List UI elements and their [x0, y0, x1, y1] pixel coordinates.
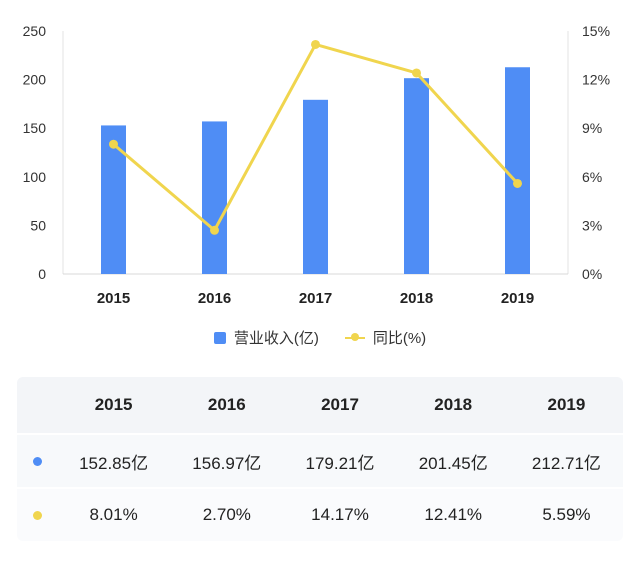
table-header-cell: 2015	[94, 395, 133, 414]
table-header-cell: 2016	[207, 395, 246, 414]
left-tick-label: 200	[23, 72, 47, 88]
chart: 0 50 100 150 200 250 0% 3% 6% 9% 12% 15% 2015 2016 201…	[23, 23, 610, 307]
left-tick-label: 150	[23, 120, 47, 136]
left-tick-label: 0	[38, 266, 46, 282]
table-cell: 201.45亿	[418, 453, 488, 473]
growth-dot-icon	[32, 510, 42, 520]
growth-point-2018	[412, 68, 421, 78]
table-header-cell: 2017	[321, 395, 359, 414]
growth-point-2016	[210, 225, 219, 235]
legend-swatch-revenue	[213, 331, 226, 344]
right-tick-label: 0%	[582, 266, 602, 282]
right-tick-label: 12%	[582, 72, 610, 88]
row-marker-revenue	[17, 456, 57, 466]
right-tick-label: 9%	[582, 120, 602, 136]
table-header-cell: 2019	[547, 395, 586, 414]
right-tick-label: 15%	[582, 23, 610, 39]
table-cell: 2.70%	[202, 505, 251, 524]
table-cell: 5.59%	[542, 505, 591, 524]
bar-2017	[303, 99, 328, 274]
legend-label-growth: 同比(%)	[372, 330, 427, 347]
bar-2019	[505, 67, 530, 274]
row-marker-growth	[17, 510, 57, 520]
left-tick-label: 50	[30, 217, 46, 233]
x-tick-label: 2017	[299, 290, 332, 307]
right-tick-label: 3%	[582, 217, 602, 233]
x-tick-label: 2016	[198, 290, 231, 307]
right-tick-label: 6%	[582, 169, 602, 185]
x-tick-label: 2018	[400, 290, 433, 307]
growth-point-2019	[513, 178, 522, 188]
table-cell: 152.85亿	[79, 453, 149, 473]
left-tick-label: 250	[23, 23, 47, 39]
table-cell: 8.01%	[89, 505, 138, 524]
legend-item-growth[interactable]: 同比(%)	[344, 327, 427, 348]
bar-2016	[202, 121, 227, 274]
bar-2018	[404, 78, 429, 274]
chart-legend: 营业收入(亿) 同比(%)	[0, 327, 640, 348]
legend-swatch-growth	[344, 332, 365, 341]
table-cell: 14.17%	[311, 505, 369, 524]
legend-label-revenue: 营业收入(亿)	[233, 330, 319, 347]
revenue-dot-icon	[32, 456, 42, 466]
left-tick-label: 100	[23, 169, 47, 185]
table-row-revenue: 152.85亿 156.97亿 179.21亿 201.45亿 212.71亿	[17, 435, 623, 487]
table-cell: 12.41%	[424, 505, 483, 524]
x-tick-label: 2019	[501, 290, 534, 307]
table-header-row: 2015 2016 2017 2018 2019	[17, 377, 623, 433]
table-cell: 179.21亿	[305, 453, 375, 473]
table-cell: 156.97亿	[192, 453, 262, 473]
x-tick-label: 2015	[97, 290, 130, 307]
legend-item-revenue[interactable]: 营业收入(亿)	[213, 327, 319, 348]
table-row-growth: 8.01% 2.70% 14.17% 12.41% 5.59%	[17, 489, 623, 541]
growth-point-2015	[109, 139, 118, 149]
growth-point-2017	[311, 39, 320, 49]
table-header-cell: 2018	[434, 395, 473, 414]
table-cell: 212.71亿	[531, 453, 601, 473]
data-table: 2015 2016 2017 2018 2019 152.85亿 156.97亿…	[17, 377, 623, 541]
